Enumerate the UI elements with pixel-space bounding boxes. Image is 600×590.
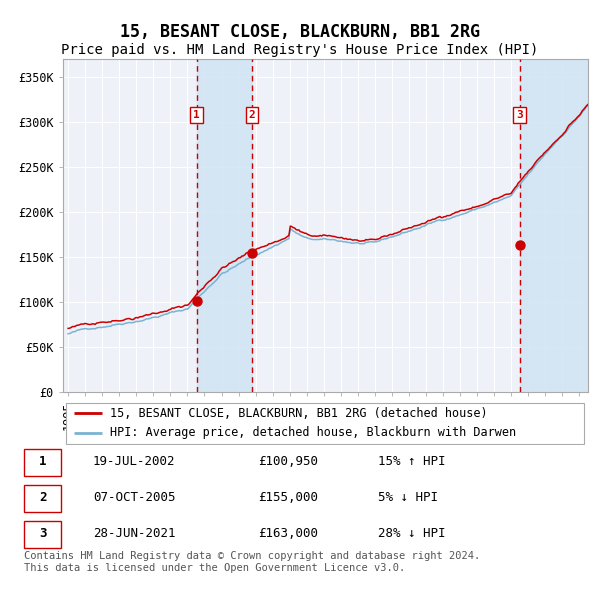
Text: £100,950: £100,950 <box>258 455 318 468</box>
Text: 28-JUN-2021: 28-JUN-2021 <box>93 526 176 540</box>
FancyBboxPatch shape <box>24 521 61 548</box>
Text: 15, BESANT CLOSE, BLACKBURN, BB1 2RG (detached house): 15, BESANT CLOSE, BLACKBURN, BB1 2RG (de… <box>110 407 488 419</box>
Text: 15% ↑ HPI: 15% ↑ HPI <box>378 455 445 468</box>
Text: 2: 2 <box>248 110 255 120</box>
Text: HPI: Average price, detached house, Blackburn with Darwen: HPI: Average price, detached house, Blac… <box>110 426 517 439</box>
Text: 3: 3 <box>516 110 523 120</box>
FancyBboxPatch shape <box>65 403 584 444</box>
Text: Contains HM Land Registry data © Crown copyright and database right 2024.
This d: Contains HM Land Registry data © Crown c… <box>24 551 480 573</box>
Text: 5% ↓ HPI: 5% ↓ HPI <box>378 491 438 504</box>
Text: £155,000: £155,000 <box>258 491 318 504</box>
Text: £163,000: £163,000 <box>258 526 318 540</box>
Text: 28% ↓ HPI: 28% ↓ HPI <box>378 526 445 540</box>
FancyBboxPatch shape <box>24 485 61 512</box>
Text: 07-OCT-2005: 07-OCT-2005 <box>93 491 176 504</box>
Text: Price paid vs. HM Land Registry's House Price Index (HPI): Price paid vs. HM Land Registry's House … <box>61 43 539 57</box>
FancyBboxPatch shape <box>24 450 61 476</box>
Text: 15, BESANT CLOSE, BLACKBURN, BB1 2RG: 15, BESANT CLOSE, BLACKBURN, BB1 2RG <box>120 24 480 41</box>
Bar <box>520 59 588 392</box>
Text: 1: 1 <box>39 455 46 468</box>
Text: 3: 3 <box>39 526 46 540</box>
Bar <box>197 59 251 392</box>
Text: 1: 1 <box>193 110 200 120</box>
Text: 19-JUL-2002: 19-JUL-2002 <box>93 455 176 468</box>
Text: 2: 2 <box>39 491 46 504</box>
